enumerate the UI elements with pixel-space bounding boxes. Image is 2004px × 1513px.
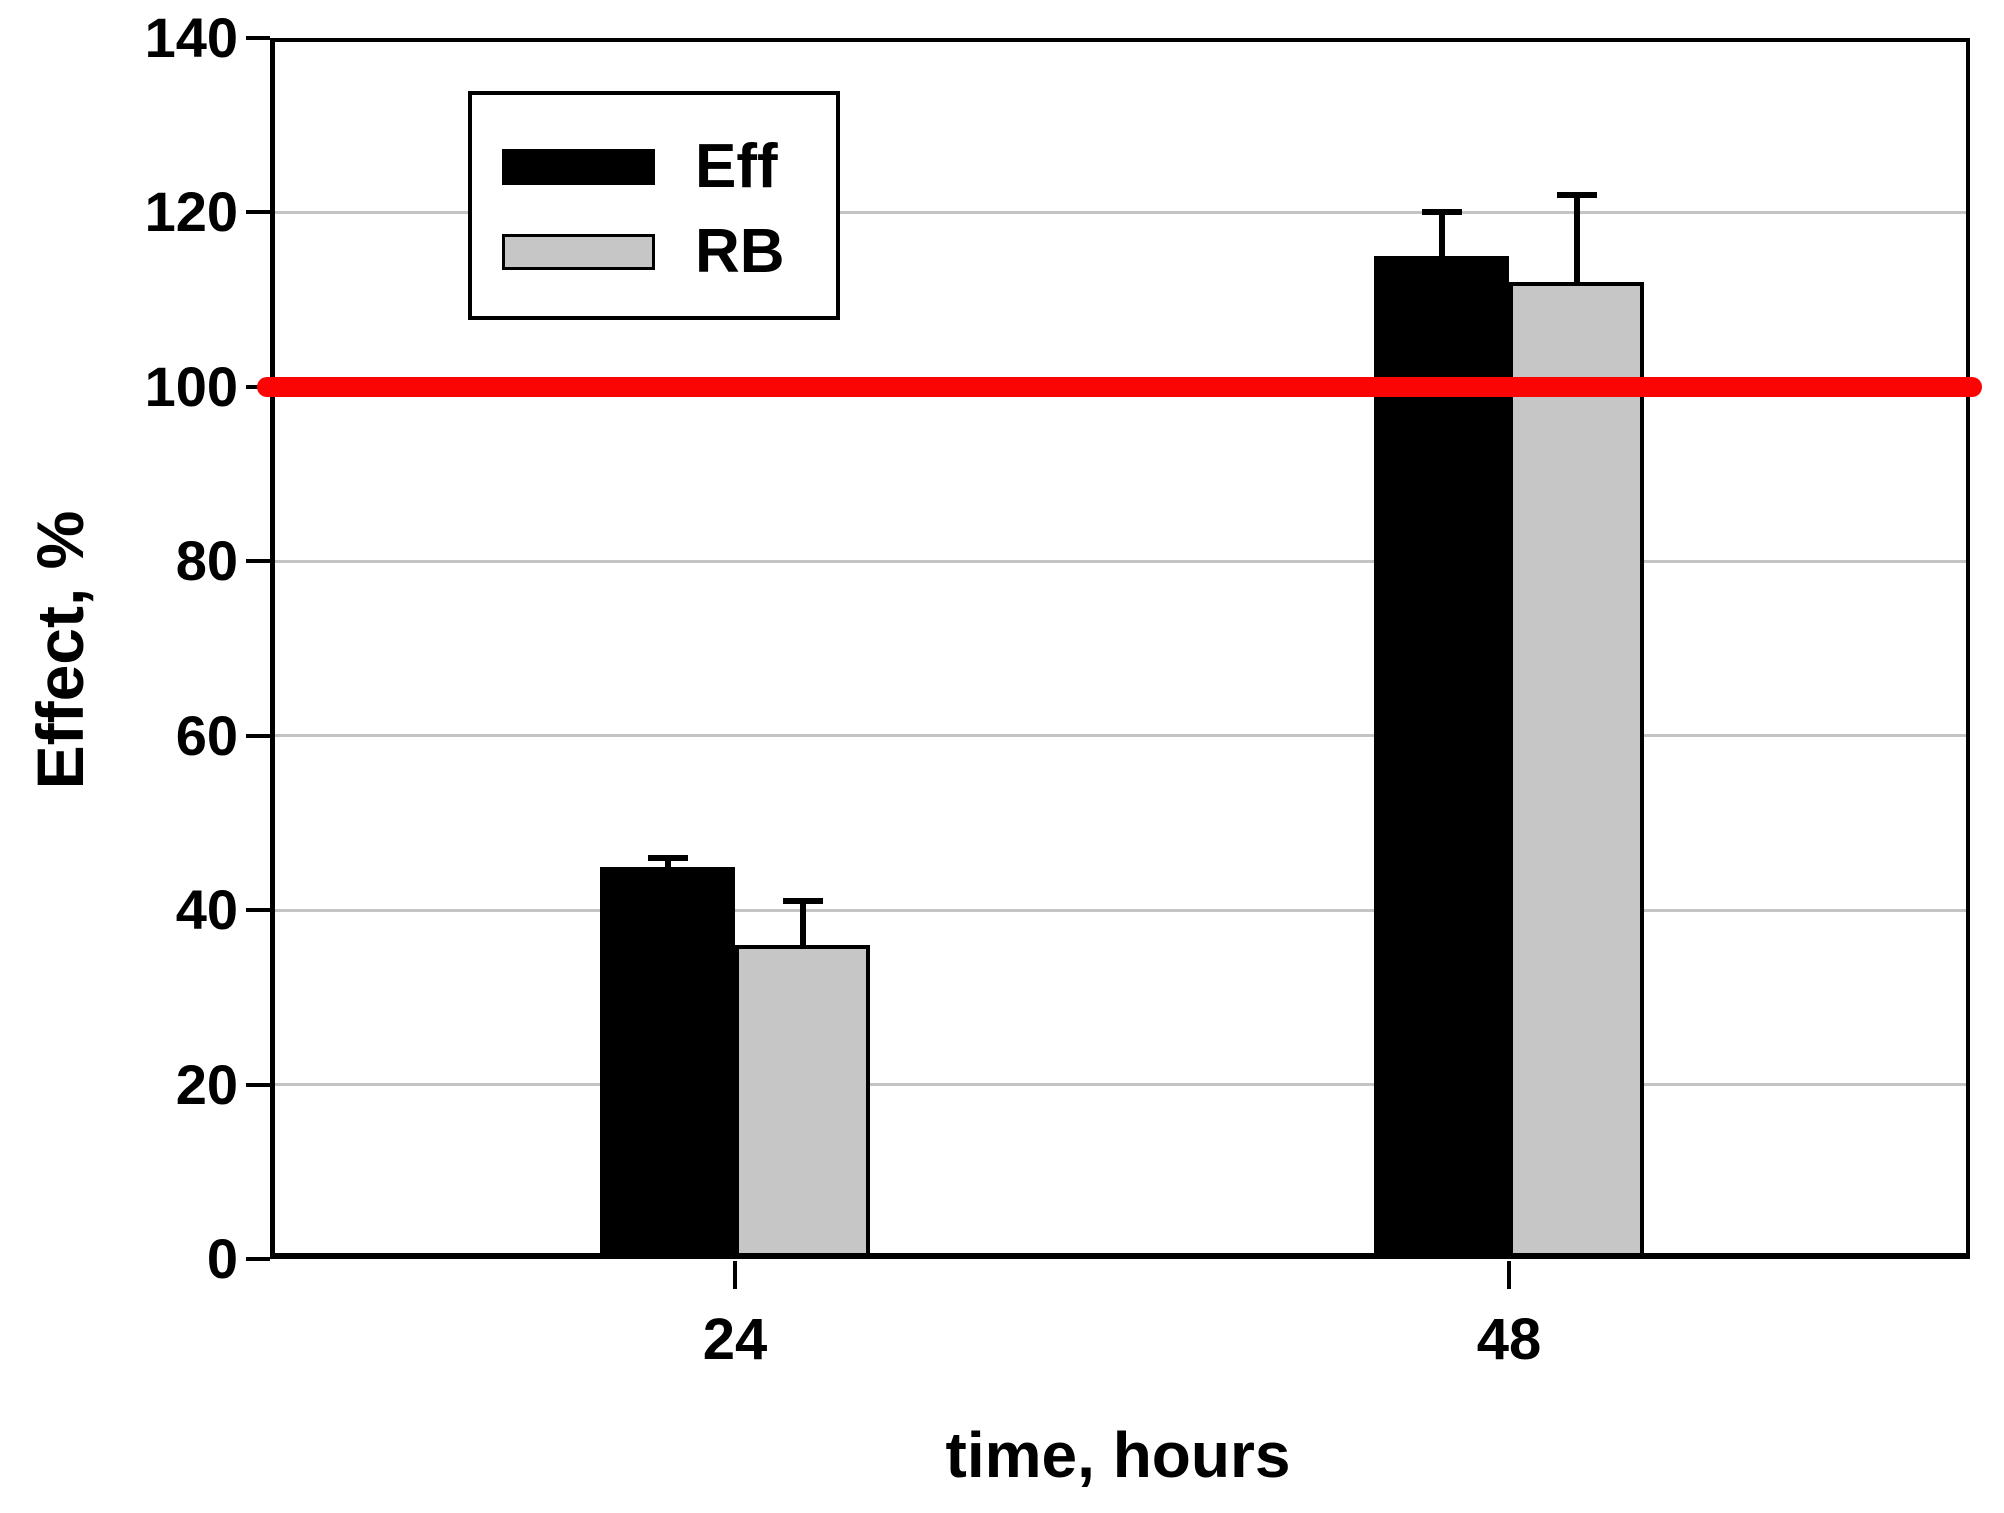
x-axis-title: time, hours (945, 1419, 1291, 1491)
y-tick-80 (246, 559, 270, 564)
bar-rb-48 (1509, 282, 1644, 1259)
legend-label-eff: Eff (695, 132, 778, 201)
gridline-60 (270, 734, 1970, 738)
y-tick-label-20: 20 (175, 1052, 238, 1116)
bar-eff-48 (1374, 256, 1509, 1259)
legend-entry-rb: RB (502, 220, 785, 284)
y-tick-label-80: 80 (175, 529, 238, 593)
y-tick-label-120: 120 (144, 180, 238, 244)
y-axis-title: Effect, % (23, 510, 97, 790)
gridline-120 (270, 210, 1970, 214)
y-tick-0 (246, 1257, 270, 1261)
y-tick-label-100: 100 (144, 354, 238, 418)
bar-rb-24 (735, 945, 870, 1259)
legend: Eff RB (468, 91, 840, 320)
error-bar-cap-rb-48 (1556, 191, 1597, 198)
legend-swatch-rb (502, 234, 655, 270)
y-tick-label-40: 40 (175, 878, 238, 942)
error-bar-cap-eff-24 (647, 854, 688, 861)
error-bar-cap-rb-24 (782, 898, 823, 905)
x-tick-label-24: 24 (702, 1307, 768, 1372)
x-tick-24 (733, 1261, 737, 1289)
x-tick-label-48: 48 (1476, 1307, 1542, 1372)
y-tick-40 (246, 908, 270, 913)
y-tick-label-60: 60 (175, 703, 238, 767)
y-tick-20 (246, 1082, 270, 1087)
y-tick-120 (246, 210, 270, 215)
bar-eff-24 (600, 866, 735, 1259)
y-tick-label-140: 140 (144, 6, 238, 69)
error-bar-stem-rb-24 (799, 901, 806, 945)
gridline-40 (270, 908, 1970, 912)
legend-entry-eff: Eff (502, 135, 778, 199)
x-tick-48 (1507, 1261, 1511, 1289)
y-tick-140 (246, 36, 270, 40)
legend-label-rb: RB (695, 217, 785, 286)
error-bar-stem-eff-48 (1438, 212, 1445, 257)
y-tick-60 (246, 733, 270, 738)
y-tick-label-0: 0 (206, 1227, 238, 1290)
gridline-80 (270, 559, 1970, 563)
error-bar-stem-rb-48 (1573, 194, 1580, 283)
legend-swatch-eff (502, 149, 655, 185)
gridline-20 (270, 1083, 1970, 1087)
error-bar-stem-eff-24 (664, 857, 671, 867)
error-bar-cap-eff-48 (1421, 209, 1462, 216)
reference-line-100 (257, 376, 1982, 397)
